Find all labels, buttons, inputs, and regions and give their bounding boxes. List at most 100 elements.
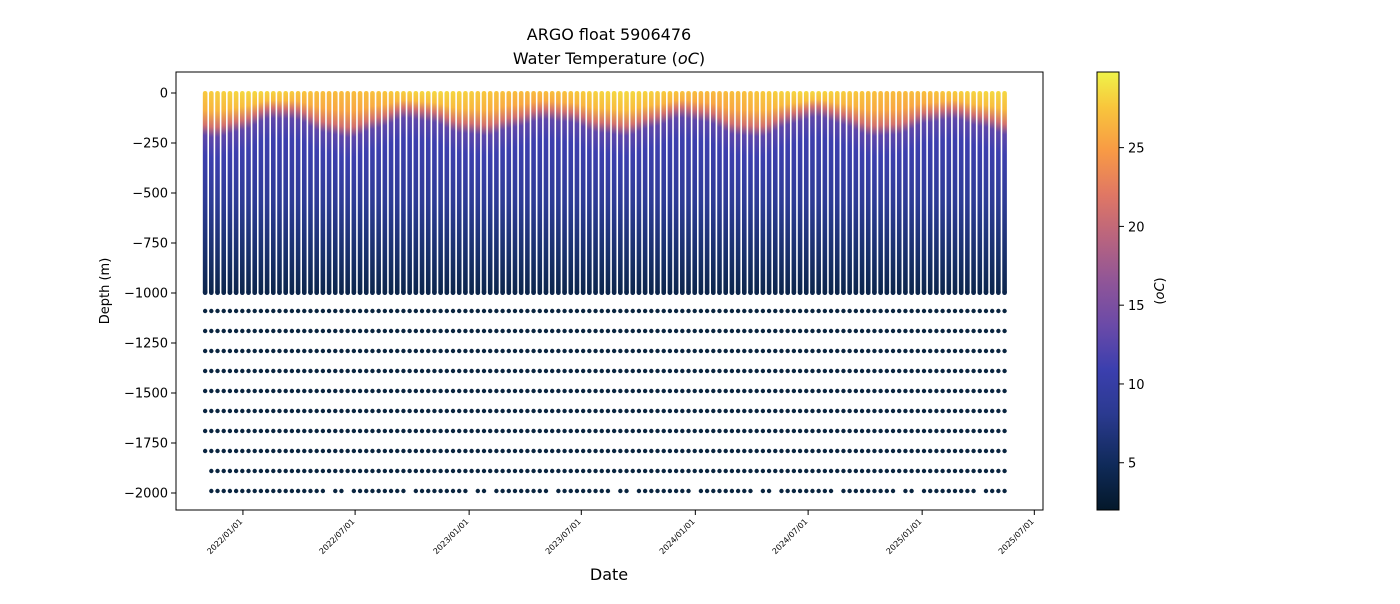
deep-sample-dot [983,348,989,354]
deep-sample-dot [760,488,766,494]
profile-column [568,91,574,295]
deep-sample-dot [680,448,685,454]
deep-sample-dot [475,308,481,314]
deep-sample-dot [339,408,344,414]
deep-sample-dot [636,488,642,494]
deep-sample-dot [215,488,220,494]
x-tick-label: 2024/01/01 [658,517,697,556]
deep-sample-dot [841,348,846,354]
deep-sample-dot [649,388,654,394]
profile-bottom-dot [531,289,536,295]
deep-sample-dot [729,328,735,334]
deep-sample-dot [295,468,301,474]
deep-sample-dot [568,468,573,474]
deep-sample-dot [921,448,927,454]
deep-sample-dot [636,328,642,334]
deep-sample-dot [295,428,301,434]
y-tick-label: −500 [132,187,168,202]
deep-sample-dot [698,368,704,374]
deep-sample-dot [314,308,319,314]
deep-sample-dot [704,328,710,334]
deep-sample-dot [562,488,567,494]
deep-sample-dot [692,388,697,394]
deep-sample-dot [841,368,846,374]
deep-sample-dot [996,308,1001,314]
deep-sample-dot [364,468,369,474]
deep-sample-dot [952,348,958,354]
deep-sample-dot [773,428,778,434]
profile-column [252,91,258,295]
deep-sample-dot [890,368,896,374]
profile-column [661,91,667,295]
deep-sample-dot [556,308,561,314]
deep-sample-dot [264,348,270,354]
deep-sample-dot [283,408,288,414]
profile-bottom-dot [692,289,698,295]
deep-sample-dot [797,468,803,474]
profile-column [958,91,964,295]
deep-sample-dot [295,408,301,414]
deep-sample-dot [760,468,766,474]
deep-sample-dot [221,308,226,314]
deep-sample-dot [543,448,549,454]
deep-sample-dot [952,448,958,454]
deep-sample-dot [407,428,412,434]
deep-sample-dot [326,408,332,414]
deep-sample-dot [283,368,288,374]
profile-column [277,91,282,295]
profile-bottom-dot [215,289,220,295]
deep-sample-dot [711,388,716,394]
profile-bottom-dot [878,289,883,295]
deep-sample-dot [773,448,778,454]
deep-sample-dot [432,348,437,354]
deep-sample-dot [388,408,394,414]
deep-sample-dot [989,468,995,474]
deep-sample-dot [642,368,648,374]
profile-bottom-dot [370,289,375,295]
deep-sample-dot [574,488,580,494]
deep-sample-dot [494,448,499,454]
deep-sample-dot [624,428,629,434]
profile-bottom-dot [717,289,722,295]
deep-sample-dot [432,308,437,314]
deep-sample-dot [903,388,908,394]
deep-sample-dot [735,468,741,474]
chart-subtitle-text: Water Temperature ( [513,49,678,68]
deep-sample-dot [1002,488,1007,494]
deep-sample-dot [333,468,338,474]
deep-sample-dot [314,468,319,474]
deep-sample-dot [240,348,245,354]
profile-bottom-dot [481,289,487,295]
deep-sample-dot [432,328,437,334]
profile-column [692,91,698,295]
deep-sample-dot [661,408,666,414]
deep-sample-dot [512,328,518,334]
deep-sample-dot [426,488,431,494]
deep-sample-dot [506,448,511,454]
deep-sample-dot [729,348,735,354]
deep-sample-dot [828,328,834,334]
profile-column [890,91,896,295]
deep-sample-dot [890,428,896,434]
deep-sample-dot [760,368,766,374]
deep-sample-dot [915,388,921,394]
deep-sample-dot [1002,348,1007,354]
deep-sample-dot [320,348,326,354]
deep-sample-dot [785,488,790,494]
profile-column [401,91,406,295]
x-tick-label: 2022/07/01 [318,517,357,556]
deep-sample-dot [227,388,233,394]
deep-sample-dot [928,388,933,394]
deep-sample-dot [289,348,295,354]
deep-sample-dot [828,488,834,494]
deep-sample-dot [661,448,666,454]
deep-sample-dot [556,428,561,434]
deep-sample-dot [952,328,958,334]
deep-sample-dot [444,468,450,474]
profile-bottom-dot [834,289,840,295]
deep-sample-dot [388,368,394,374]
deep-sample-dot [742,428,747,434]
deep-sample-dot [711,428,716,434]
deep-sample-dot [506,408,511,414]
deep-sample-dot [667,468,673,474]
